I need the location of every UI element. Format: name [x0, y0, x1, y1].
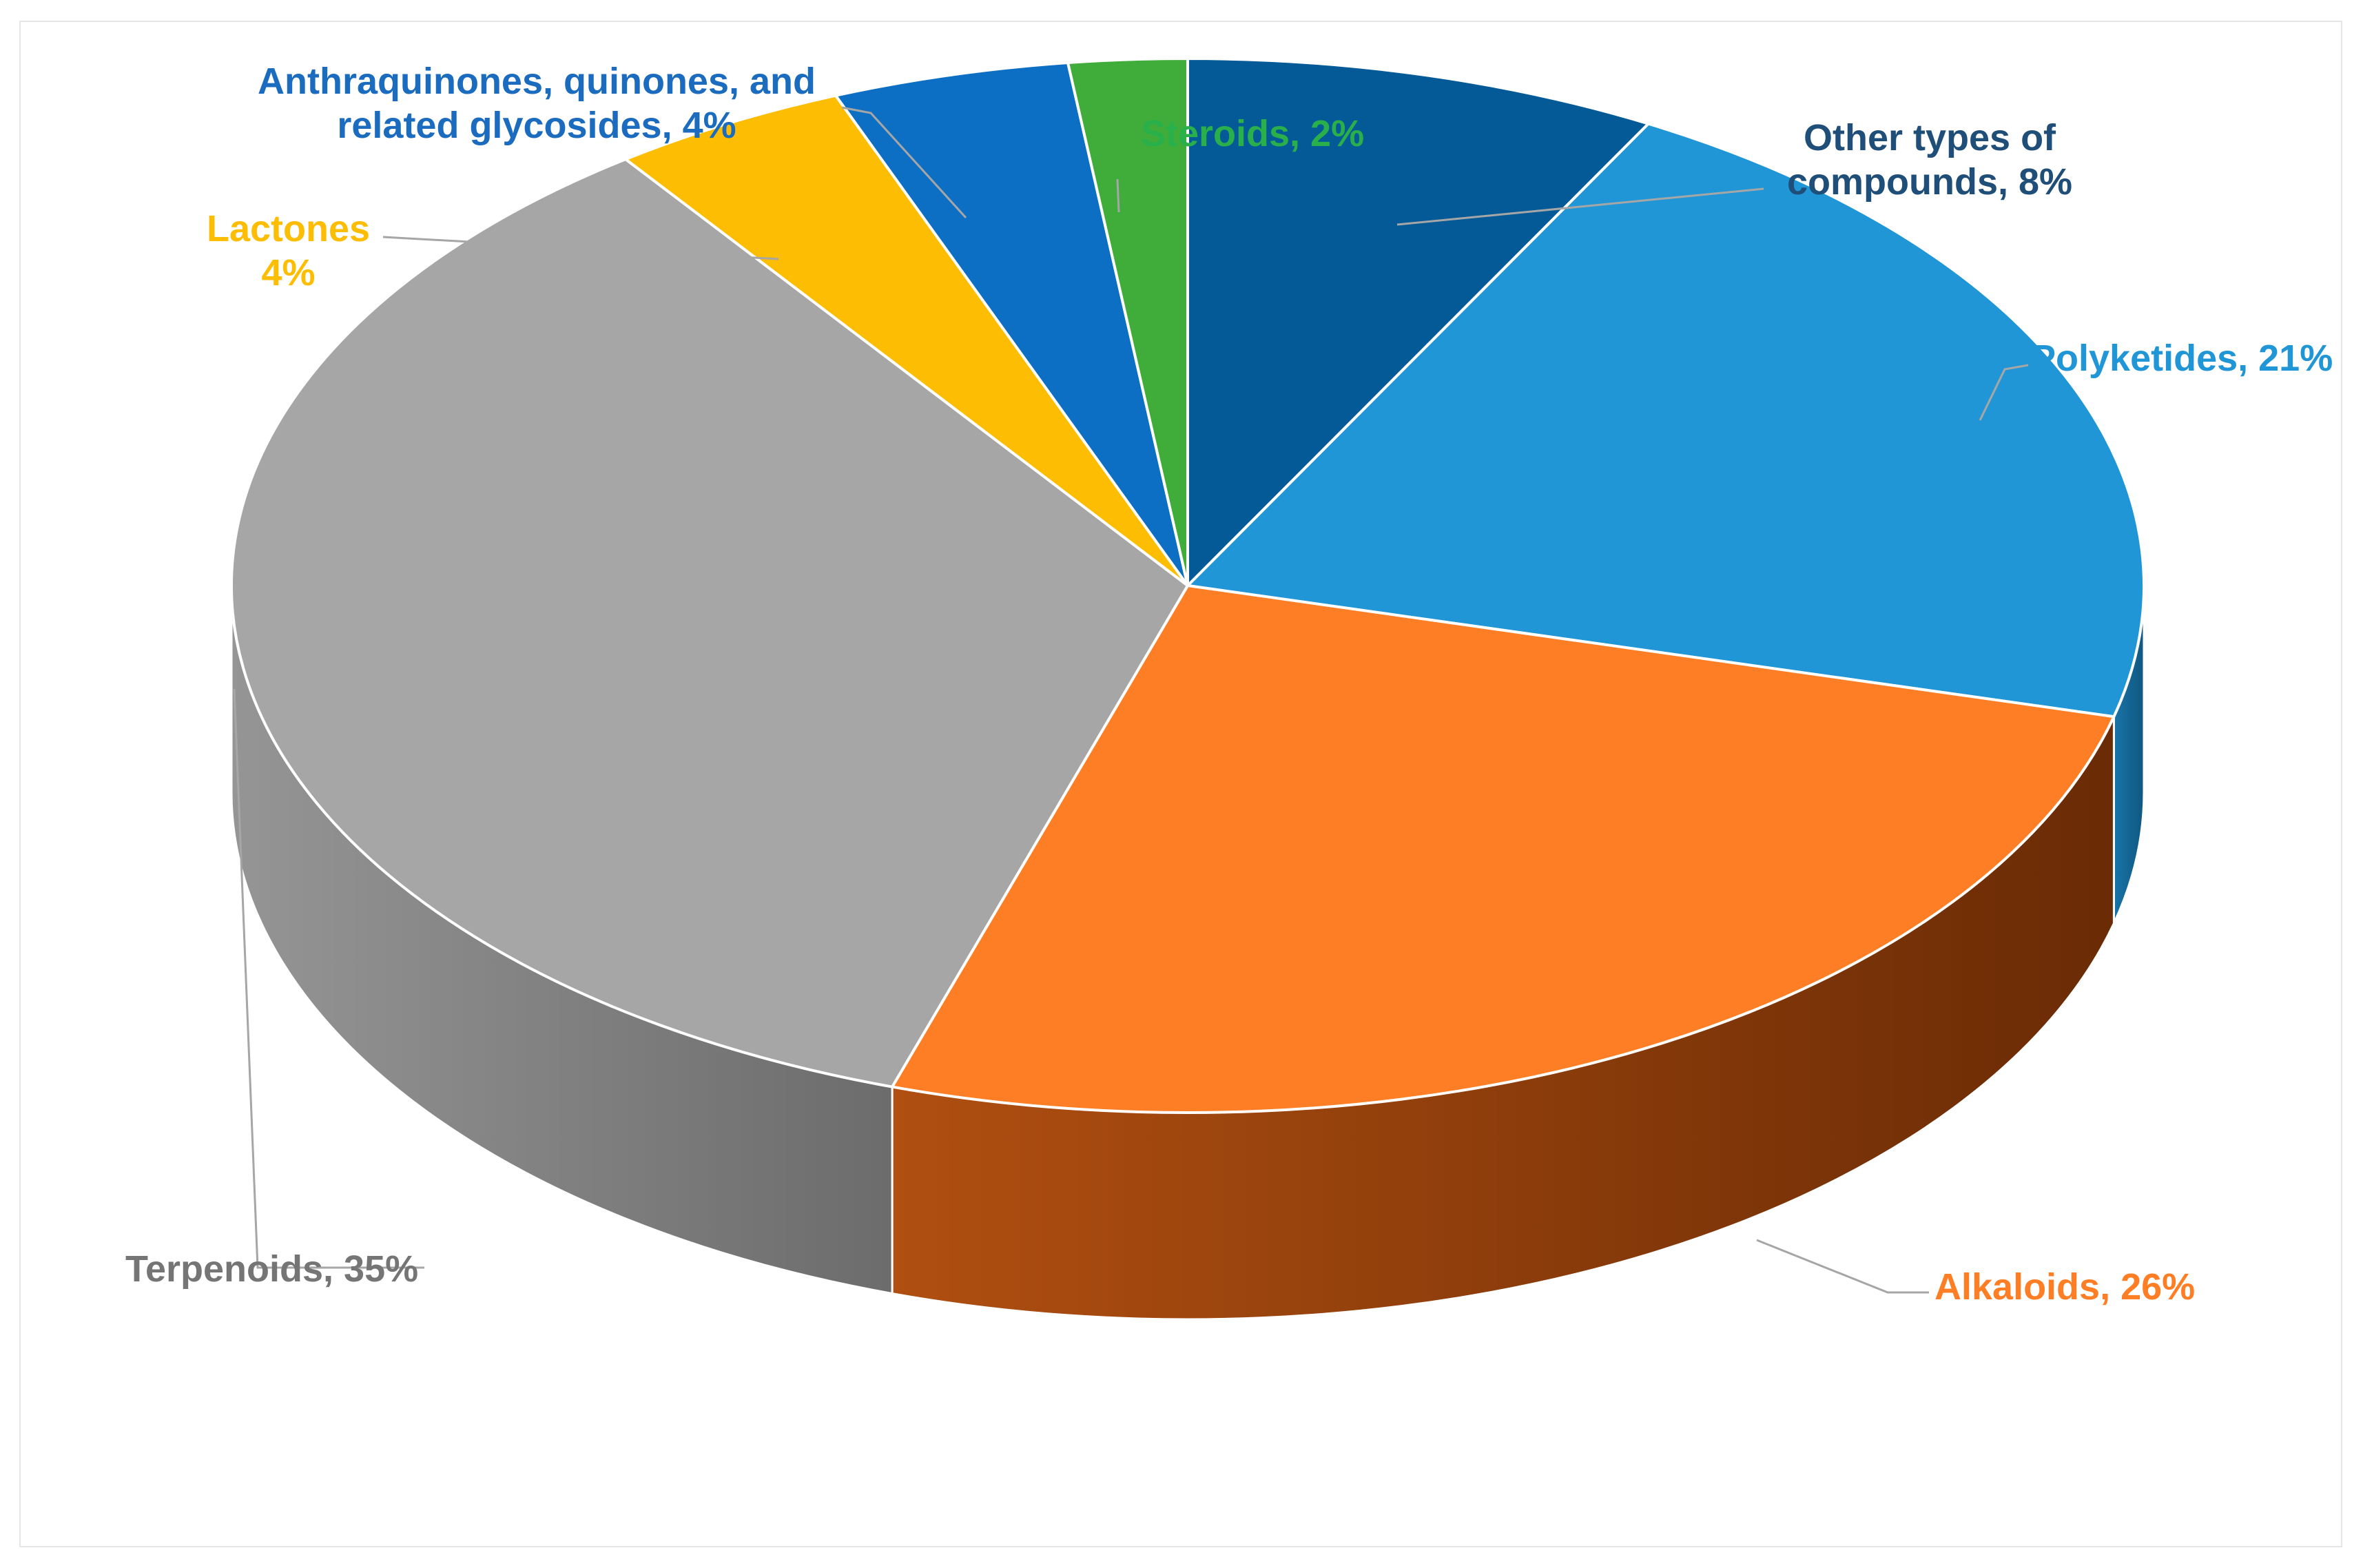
slice-terpenoids [230, 158, 1189, 1089]
leader-line-steroids [1116, 178, 1120, 213]
slice-alkaloids [891, 584, 2116, 1114]
slice-other-types-of-compounds [1186, 57, 1650, 587]
slice-label-alkaloids: Alkaloids, 26% [1934, 1266, 2196, 1308]
leader-line-other [1396, 187, 1764, 226]
slice-label-lactones: Lactones 4% [207, 208, 371, 293]
slice-steroids [1066, 57, 1189, 587]
leader-line-lactones [382, 236, 779, 260]
leader-line-terpenoids [233, 688, 424, 1269]
slice-label-other: Other types of compounds, 8% [1787, 117, 2073, 203]
slice-label-steroids: Steroids, 2% [1141, 113, 1365, 154]
slice-anthraquinones [834, 61, 1189, 587]
slice-label-anthraquinones: Anthraquinones, quinones, and related gl… [258, 61, 816, 146]
leader-line-anthraquinones [841, 106, 967, 219]
slice-label-terpenoids: Terpenoids, 35% [125, 1248, 419, 1290]
leader-line-alkaloids [1756, 1239, 1929, 1294]
leader-line-polyketides [1979, 364, 2029, 421]
slice-polyketides [1186, 122, 2145, 719]
slice-lactones [624, 94, 1189, 587]
slice-label-polyketides: Polyketides, 21% [2031, 338, 2333, 379]
